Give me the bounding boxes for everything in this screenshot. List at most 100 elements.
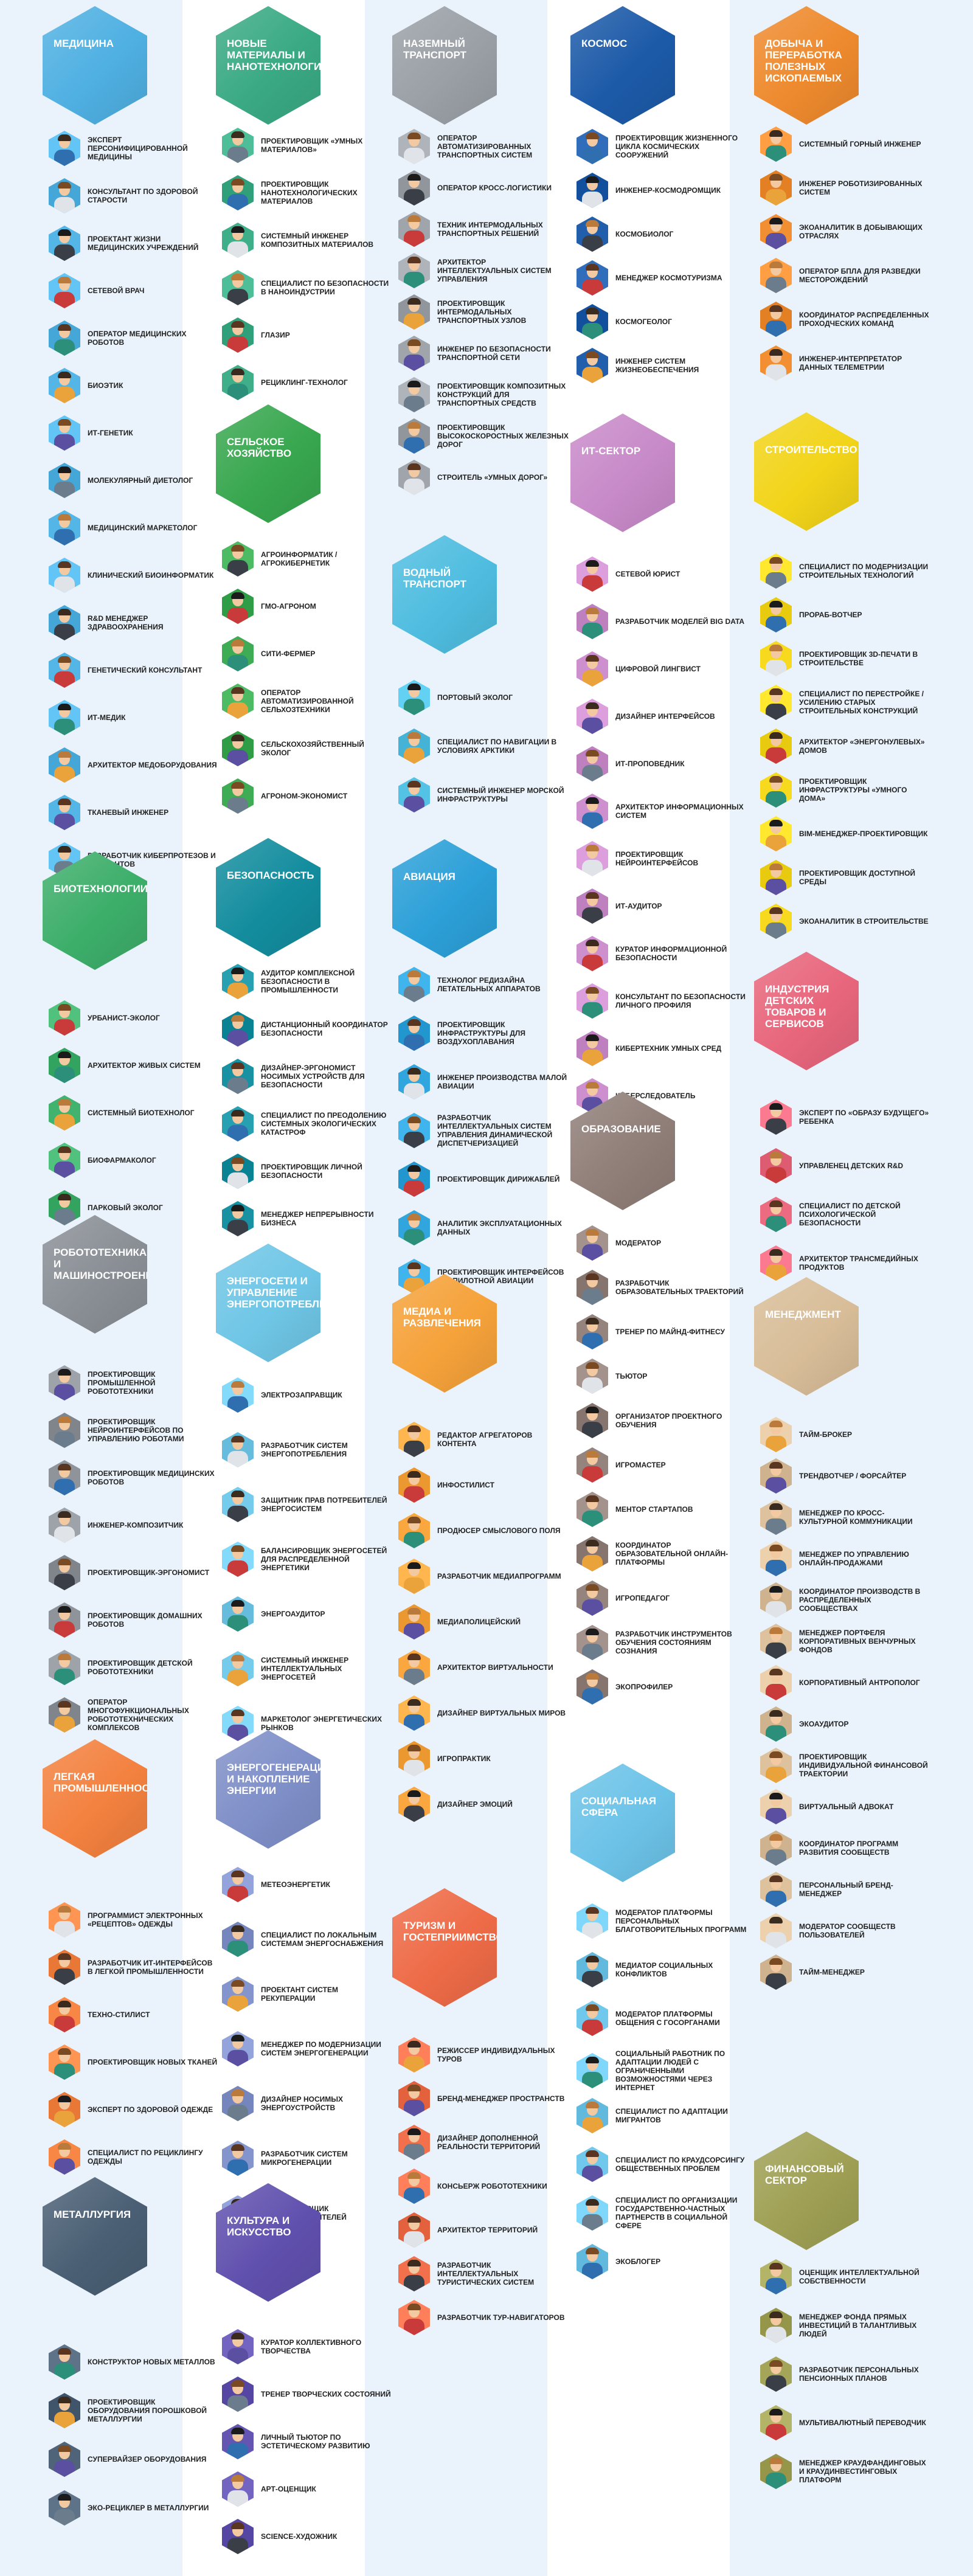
profession-avatar-icon [49,1413,80,1448]
profession-item: Бренд-менеджер пространств [398,2081,569,2116]
profession-item: ГМО-агроном [222,589,392,624]
profession-avatar-icon [398,2256,430,2291]
profession-label: Оператор автоматизированной сельхозтехни… [261,688,354,714]
profession-label: Оценщик интеллектуальной собственности [799,2268,919,2285]
profession-label: Системный инженер интеллектуальных энерг… [261,1656,349,1681]
profession-item: Биофармаколог [49,1143,219,1178]
profession-avatar-icon [577,604,608,639]
profession-label: Специалист по модернизации строительных … [799,563,929,580]
profession-avatar-icon [398,2125,430,2160]
profession-item: Системный инженер композитных материалов [222,223,392,258]
profession-label: Медиатор социальных конфликтов [615,1961,713,1978]
profession-label: Менеджер по кросс-культурной коммуникаци… [799,1509,913,1526]
profession-avatar-icon [398,170,430,206]
profession-label: Тайм-менеджер [799,1968,865,1976]
profession-avatar-icon [49,510,80,545]
profession-item: Тренер по майнд-фитнесу [577,1314,747,1349]
profession-avatar-icon [222,2424,254,2459]
category-title: Медицина [54,38,114,49]
profession-item: Конструктор новых металлов [49,2344,219,2380]
profession-item: Дизайнер интерфейсов [577,699,747,734]
profession-label: Разработчик интеллектуальных туристическ… [437,2261,535,2287]
profession-avatar-icon [398,1162,430,1197]
profession-avatar-icon [760,345,792,381]
profession-avatar-icon [49,1950,80,1985]
profession-item: Разработчик тур-навигаторов [398,2300,569,2335]
profession-avatar-icon [222,1011,254,1047]
profession-avatar-icon [49,1602,80,1638]
profession-label: Маркетолог энергетических рынков [261,1715,382,1732]
profession-avatar-icon [760,860,792,895]
profession-item: Проектировщик высокоскоростных железных … [398,418,569,454]
profession-avatar-icon [49,2092,80,2127]
profession-item: Проектировщик-эргономист [49,1555,219,1590]
profession-avatar-icon [760,1624,792,1659]
profession-label: Проектировщик инфраструктуры «умного дом… [799,777,907,803]
profession-item: Медицинский маркетолог [49,510,219,545]
profession-avatar-icon [760,641,792,676]
profession-item: Разработчик систем микрогенерации [222,2141,392,2176]
profession-item: Консультант по безопасности личного проф… [577,983,747,1019]
profession-item: Сетевой юрист [577,556,747,592]
profession-item: Аналитик эксплуатационных данных [398,1210,569,1245]
profession-item: Парковый эколог [49,1190,219,1225]
profession-avatar-icon [577,1314,608,1349]
profession-item: Режиссер индивидуальных туров [398,2037,569,2072]
profession-item: Специалист по преодолению системных экол… [222,1106,392,1141]
profession-label: Техно-стилист [88,2010,150,2019]
profession-item: Тренер творческих состояний [222,2377,392,2412]
profession-label: Разработчик ИТ-интерфейсов в легкой пром… [88,1959,213,1976]
profession-label: Портовый эколог [437,693,513,702]
profession-item: Проектировщик дирижаблей [398,1162,569,1197]
profession-avatar-icon [49,1997,80,2032]
profession-avatar-icon [398,1064,430,1099]
profession-label: Биоэтик [88,381,123,390]
profession-item: Рециклинг-технолог [222,365,392,400]
profession-label: Системный биотехнолог [88,1109,195,1117]
profession-label: Метеоэнергетик [261,1880,330,1889]
profession-item: Менеджер по модернизации систем энергоге… [222,2031,392,2066]
profession-avatar-icon [222,1651,254,1686]
profession-item: Проектировщик интермодальных транспортны… [398,294,569,330]
profession-avatar-icon [398,1016,430,1051]
profession-label: Менеджер непрерывности бизнеса [261,1210,374,1227]
profession-item: Личный тьютор по эстетическому развитию [222,2424,392,2459]
profession-label: Разработчик персональных пенсионных план… [799,2366,919,2383]
profession-item: Эко-рециклер в металлургии [49,2490,219,2526]
profession-item: Генетический консультант [49,653,219,688]
profession-avatar-icon [760,553,792,589]
profession-avatar-icon [577,216,608,252]
profession-avatar-icon [49,558,80,593]
profession-avatar-icon [577,1447,608,1483]
profession-label: Координатор распределенных проходческих … [799,311,929,328]
profession-label: Защитник прав потребителей энергосистем [261,1496,387,1513]
profession-item: Оператор автоматизированной сельхозтехни… [222,684,392,719]
profession-label: Инженер производства малой авиации [437,1073,567,1090]
profession-label: BIM-менеджер-проектировщик [799,829,928,838]
profession-item: Дизайнер эмоций [398,1787,569,1822]
profession-label: ИТ-медик [88,713,126,722]
profession-label: Космогеолог [615,317,672,326]
profession-avatar-icon [398,212,430,247]
profession-label: Оператор автоматизированных транспортных… [437,134,533,159]
profession-label: Тренер по майнд-фитнесу [615,1328,725,1336]
profession-avatar-icon [398,1559,430,1594]
profession-label: Тканевый инженер [88,808,169,817]
profession-item: Проектировщик жизненного цикла космическ… [577,129,747,164]
profession-avatar-icon [398,336,430,371]
profession-label: R&D менеджер здравоохранения [88,614,164,631]
profession-label: Редактор агрегаторов контента [437,1431,533,1448]
profession-avatar-icon [49,795,80,830]
profession-label: Проектировщик интерфейсов беспилотной ав… [437,1268,564,1285]
profession-item: Инженер производства малой авиации [398,1064,569,1099]
profession-item: Специалист по детской психологической бе… [760,1197,930,1232]
profession-item: BIM-менеджер-проектировщик [760,816,930,851]
profession-label: Архитектор «энергонулевых» домов [799,738,925,755]
profession-item: Разработчик систем энергопотребления [222,1432,392,1467]
profession-item: Модератор [577,1225,747,1261]
profession-item: Оператор медицинских роботов [49,320,219,356]
profession-avatar-icon [222,1976,254,2012]
profession-label: Модератор сообществ пользователей [799,1922,896,1939]
profession-label: Проектировщик нейроинтерфейсов по управл… [88,1418,184,1443]
profession-item: Менеджер портфеля корпоративных венчурны… [760,1624,930,1659]
